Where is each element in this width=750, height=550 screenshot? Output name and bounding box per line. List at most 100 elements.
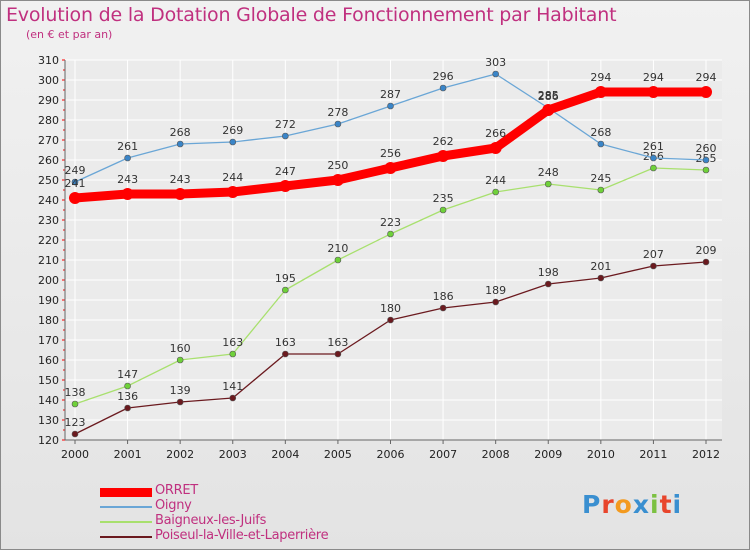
data-label: 209	[696, 244, 717, 257]
data-point	[69, 192, 81, 204]
data-point	[124, 154, 131, 162]
data-label: 262	[433, 135, 454, 148]
data-label: 294	[643, 71, 664, 84]
data-label: 207	[643, 248, 664, 261]
y-tick-label: 160	[38, 354, 59, 367]
data-point	[229, 138, 237, 146]
data-point	[176, 356, 184, 364]
data-label: 261	[117, 140, 138, 153]
data-point	[124, 404, 131, 412]
data-point	[702, 258, 710, 266]
y-tick-label: 250	[38, 174, 59, 187]
data-point	[71, 400, 79, 408]
data-point	[439, 84, 447, 92]
x-tick-label: 2004	[271, 448, 299, 461]
logo-letter: o	[614, 490, 633, 519]
data-label: 163	[222, 336, 243, 349]
y-tick-label: 210	[38, 254, 59, 267]
data-point	[387, 316, 394, 324]
data-label: 269	[222, 124, 243, 137]
data-point	[334, 120, 342, 128]
legend-swatch	[100, 536, 152, 538]
data-label: 294	[696, 71, 717, 84]
data-label: 180	[380, 302, 401, 315]
data-label: 136	[117, 390, 138, 403]
data-point	[229, 350, 237, 358]
data-point	[702, 156, 710, 164]
legend-item: ORRET	[100, 483, 420, 500]
legend-label: ORRET	[155, 483, 198, 498]
x-tick-label: 2011	[639, 448, 667, 461]
y-tick-label: 120	[38, 434, 59, 447]
proxiti-logo: Proxiti	[582, 490, 682, 519]
data-point	[279, 180, 292, 192]
data-label: 244	[485, 174, 506, 187]
data-point	[492, 298, 499, 306]
logo-letter: t	[659, 490, 673, 519]
y-tick-label: 300	[38, 74, 59, 87]
data-point	[597, 274, 605, 282]
data-point	[71, 178, 79, 186]
data-label: 198	[538, 266, 559, 279]
data-point	[176, 140, 184, 148]
data-point	[387, 230, 394, 238]
data-point	[174, 188, 187, 200]
x-tick-label: 2009	[534, 448, 562, 461]
data-point	[282, 286, 289, 294]
data-label: 286	[538, 90, 559, 103]
logo-letter: i	[650, 490, 660, 519]
chart-subtitle: (en € et par an)	[26, 28, 113, 41]
data-point	[439, 304, 447, 312]
y-tick-label: 230	[38, 214, 59, 227]
legend-swatch	[100, 487, 152, 497]
y-tick-label: 130	[38, 414, 59, 427]
data-point	[387, 102, 394, 110]
data-point	[226, 186, 239, 198]
data-label: 241	[65, 177, 86, 190]
data-label: 268	[590, 126, 611, 139]
x-tick-label: 2007	[429, 448, 457, 461]
data-label: 163	[275, 336, 296, 349]
y-tick-label: 140	[38, 394, 59, 407]
data-label: 272	[275, 118, 296, 131]
data-label: 260	[696, 142, 717, 155]
data-label: 235	[433, 192, 454, 205]
data-label: 247	[275, 165, 296, 178]
legend-item: Oigny	[100, 498, 420, 515]
data-label: 195	[275, 272, 296, 285]
data-label: 303	[485, 56, 506, 69]
data-label: 278	[327, 106, 348, 119]
data-point	[176, 398, 184, 406]
data-label: 268	[170, 126, 191, 139]
data-point	[544, 180, 552, 188]
data-label: 141	[222, 380, 243, 393]
x-tick-label: 2008	[482, 448, 510, 461]
y-tick-label: 270	[38, 134, 59, 147]
data-point	[437, 150, 450, 162]
y-tick-label: 240	[38, 194, 59, 207]
data-point	[594, 86, 607, 98]
data-point	[282, 132, 289, 140]
data-point	[650, 262, 657, 270]
y-tick-label: 200	[38, 274, 59, 287]
legend-item: Poiseul-la-Ville-et-Laperrière	[100, 528, 420, 545]
data-point	[647, 86, 660, 98]
y-tick-label: 190	[38, 294, 59, 307]
data-label: 244	[222, 171, 243, 184]
data-label: 261	[643, 140, 664, 153]
data-point	[334, 256, 342, 264]
data-label: 245	[590, 172, 611, 185]
data-point	[597, 186, 605, 194]
x-tick-label: 2000	[61, 448, 89, 461]
data-point	[492, 188, 499, 196]
data-label: 296	[433, 70, 454, 83]
data-label: 249	[65, 164, 86, 177]
legend: ORRET Oigny Baigneux-les-Juifs Poiseul-la-V…	[100, 483, 420, 545]
data-label: 243	[117, 173, 138, 186]
data-point	[700, 86, 712, 98]
y-tick-label: 290	[38, 94, 59, 107]
data-label: 294	[590, 71, 611, 84]
legend-label: Poiseul-la-Ville-et-Laperrière	[155, 528, 329, 543]
logo-letter: P	[582, 490, 602, 519]
data-point	[331, 174, 344, 186]
